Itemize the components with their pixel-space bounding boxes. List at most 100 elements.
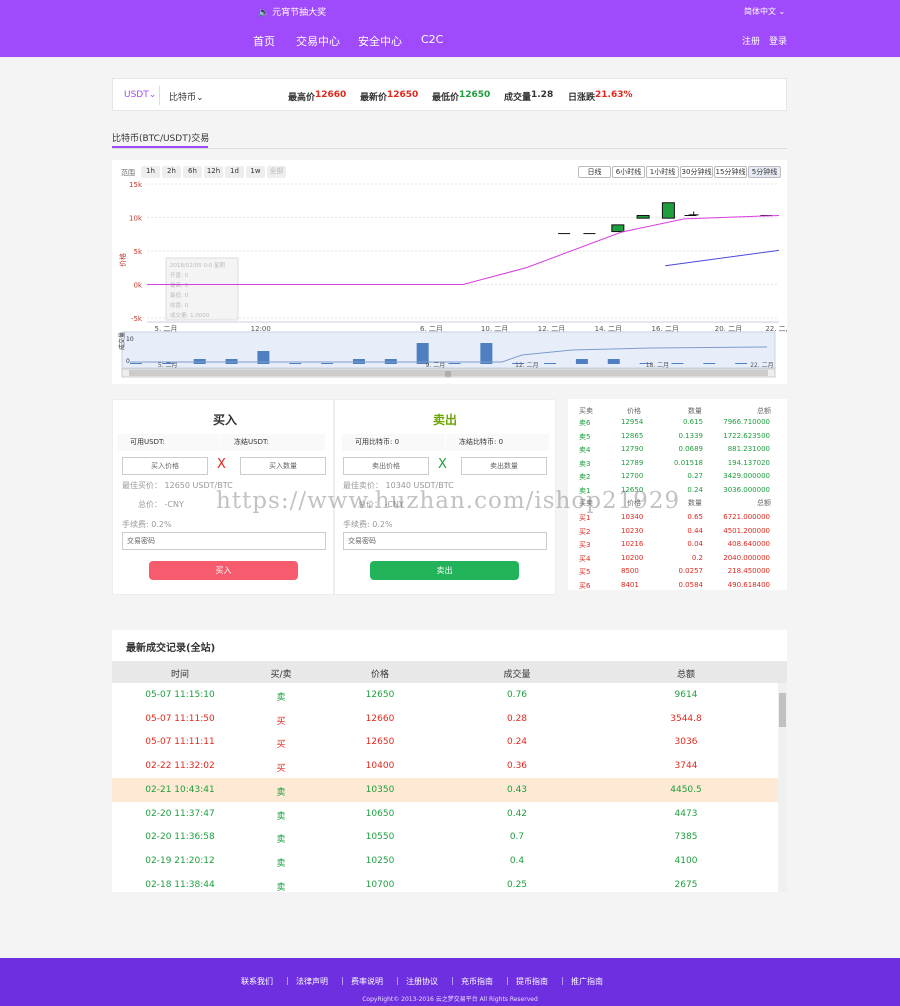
orderbook-row[interactable]: 买1 10340 0.65 6721.000000 — [568, 511, 787, 524]
scrollbar[interactable] — [778, 683, 787, 892]
history-header: 时间 买/卖 价格 成交量 总额 — [112, 661, 787, 683]
buy-price-input[interactable]: 买入价格 — [122, 457, 208, 475]
trade-side: 卖 — [276, 835, 286, 846]
footer-link[interactable]: 推广指南 — [571, 977, 603, 986]
footer-link[interactable]: 提币指南 — [516, 977, 548, 986]
trade-total: 3544.8 — [670, 713, 702, 724]
total: 881.231000 — [727, 445, 770, 453]
footer-separator: | — [506, 976, 509, 985]
sell-amount-input[interactable]: 卖出数量 — [461, 457, 547, 475]
footer-link[interactable]: 充币指南 — [461, 977, 493, 986]
nav-security-center[interactable]: 安全中心 — [358, 35, 402, 48]
price: 12790 — [621, 445, 644, 453]
table-row: 05-07 11:11:11 买 12650 0.24 3036 — [112, 730, 778, 754]
volume-bar — [512, 363, 525, 364]
orderbook-row[interactable]: 买3 10216 0.04 408.640000 — [568, 538, 787, 551]
tooltip-line: 2018/02/05 0:0 星期 — [170, 262, 226, 269]
multiply-icon: X — [217, 457, 226, 472]
base-currency-select[interactable]: 比特币⌄ — [169, 93, 204, 103]
sell-price-input[interactable]: 卖出价格 — [343, 457, 429, 475]
language-selector[interactable]: 简体中文 ⌄ — [744, 7, 786, 16]
orderbook-row[interactable]: 买4 10200 0.2 2040.000000 — [568, 552, 787, 565]
volume-bar — [735, 363, 748, 364]
trade-price: 10400 — [365, 761, 395, 772]
interval-button-4[interactable]: 15分钟线 — [714, 166, 747, 178]
orderbook-row[interactable]: 卖1 12650 0.24 3036.000000 — [568, 484, 787, 497]
sell-password-input[interactable]: 交易密码 — [343, 532, 547, 550]
footer-separator: | — [561, 976, 564, 985]
orderbook-row[interactable]: 卖2 12700 0.27 3429.000000 — [568, 470, 787, 483]
footer-separator: | — [451, 976, 454, 985]
high-price-label: 最高价 — [288, 93, 316, 103]
announcement[interactable]: 🔈 元宵节抽大奖 — [258, 8, 327, 18]
price: 12865 — [621, 431, 644, 440]
nav-trade-center[interactable]: 交易中心 — [296, 35, 340, 48]
trade-price: 12650 — [365, 690, 395, 700]
orderbook-row[interactable]: 买6 8401 0.0584 490.618400 — [568, 579, 787, 591]
interval-button-0[interactable]: 日线 — [578, 166, 611, 178]
tooltip-box — [165, 257, 239, 321]
total: 6721.000000 — [723, 513, 770, 521]
trade-total: 4473 — [674, 808, 698, 819]
y-tick-label: -5k — [131, 315, 143, 323]
footer-link[interactable]: 法律声明 — [296, 977, 328, 986]
range-button-1[interactable]: 2h — [162, 166, 181, 178]
range-button-5[interactable]: 1w — [246, 166, 265, 178]
total: 7966.710000 — [723, 418, 770, 426]
orderbook-row[interactable]: 买2 10230 0.44 4501.200000 — [568, 525, 787, 538]
register-link[interactable]: 注册 — [742, 37, 761, 47]
sell-button[interactable]: 卖出 — [370, 561, 519, 580]
buy-amount-input[interactable]: 买入数量 — [240, 457, 326, 475]
range-button-2[interactable]: 6h — [183, 166, 202, 178]
trade-side: 买 — [276, 716, 286, 727]
tab-btc-usdt[interactable]: 比特币(BTC/USDT)交易 — [112, 134, 210, 144]
trade-side: 卖 — [276, 882, 286, 892]
trade-price: 12650 — [365, 737, 395, 748]
volume-bar — [289, 363, 302, 364]
range-button-0[interactable]: 1h — [141, 166, 160, 178]
x-tick-label: 14. 二月 — [595, 325, 622, 333]
orderbook-row[interactable]: 卖6 12954 0.615 7966.710000 — [568, 416, 787, 429]
market-ticker: USDT⌄ 比特币⌄ 最高价 12660 最新价 12650 最低价 12650… — [112, 78, 787, 111]
interval-button-2[interactable]: 1小时线 — [646, 166, 679, 178]
interval-button-5[interactable]: 5分钟线 — [748, 166, 781, 178]
interval-button-3[interactable]: 30分钟线 — [680, 166, 713, 178]
price: 8401 — [621, 580, 639, 589]
orderbook-row[interactable]: 卖4 12790 0.0689 881.231000 — [568, 443, 787, 456]
buy-password-input[interactable]: 交易密码 — [122, 532, 326, 550]
nav-c2c[interactable]: C2C — [421, 33, 444, 46]
scrollbar-thumb[interactable] — [779, 693, 786, 727]
trade-total: 4450.5 — [670, 784, 702, 795]
footer-links: 联系我们 | 法律声明 | 费率说明 | 注册协议 | 充币指南 | 提币指南 | 推广指南 — [0, 976, 900, 988]
ma-line-1 — [147, 214, 780, 285]
last-price: 12650 — [387, 90, 419, 100]
side-label: 买1 — [579, 514, 591, 522]
orderbook-row[interactable]: 卖3 12789 0.01518 194.137020 — [568, 457, 787, 470]
range-button-6[interactable]: 全部 — [267, 166, 286, 178]
scroll-thumb — [129, 370, 768, 376]
nav-tick-label: 12. 二月 — [515, 362, 538, 369]
quote-currency-select[interactable]: USDT⌄ — [124, 90, 157, 100]
footer-link[interactable]: 联系我们 — [241, 977, 273, 986]
order-book: 买卖 价格 数量 总额 卖6 12954 0.615 7966.710000 卖5 128… — [568, 399, 787, 590]
range-button-4[interactable]: 1d — [225, 166, 244, 178]
range-button-3[interactable]: 12h — [204, 166, 223, 178]
login-link[interactable]: 登录 — [769, 37, 788, 47]
table-row: 02-21 10:43:41 卖 10350 0.43 4450.5 — [112, 777, 778, 802]
history-title: 最新成交记录(全站) — [126, 643, 216, 654]
nav-tick-label: 22. 二月 — [750, 362, 773, 369]
trade-price: 12660 — [365, 713, 395, 724]
total: 218.450000 — [727, 567, 770, 575]
trade-time: 02-20 11:36:58 — [145, 832, 215, 843]
amount: 0.27 — [687, 472, 703, 480]
trade-time: 02-21 10:43:41 — [145, 784, 215, 795]
nav-home[interactable]: 首页 — [253, 35, 275, 48]
interval-button-1[interactable]: 6小时线 — [612, 166, 645, 178]
buy-button[interactable]: 买入 — [149, 561, 298, 580]
top-navbar: 🔈 元宵节抽大奖 简体中文 ⌄ 首页 交易中心 安全中心 C2C 注册 登录 — [0, 0, 900, 57]
footer-link[interactable]: 费率说明 — [351, 977, 383, 986]
orderbook-row[interactable]: 卖5 12865 0.1339 1722.623500 — [568, 430, 787, 443]
side-label: 卖5 — [579, 432, 591, 441]
footer-link[interactable]: 注册协议 — [406, 977, 438, 986]
orderbook-row[interactable]: 买5 8500 0.0257 218.450000 — [568, 565, 787, 578]
